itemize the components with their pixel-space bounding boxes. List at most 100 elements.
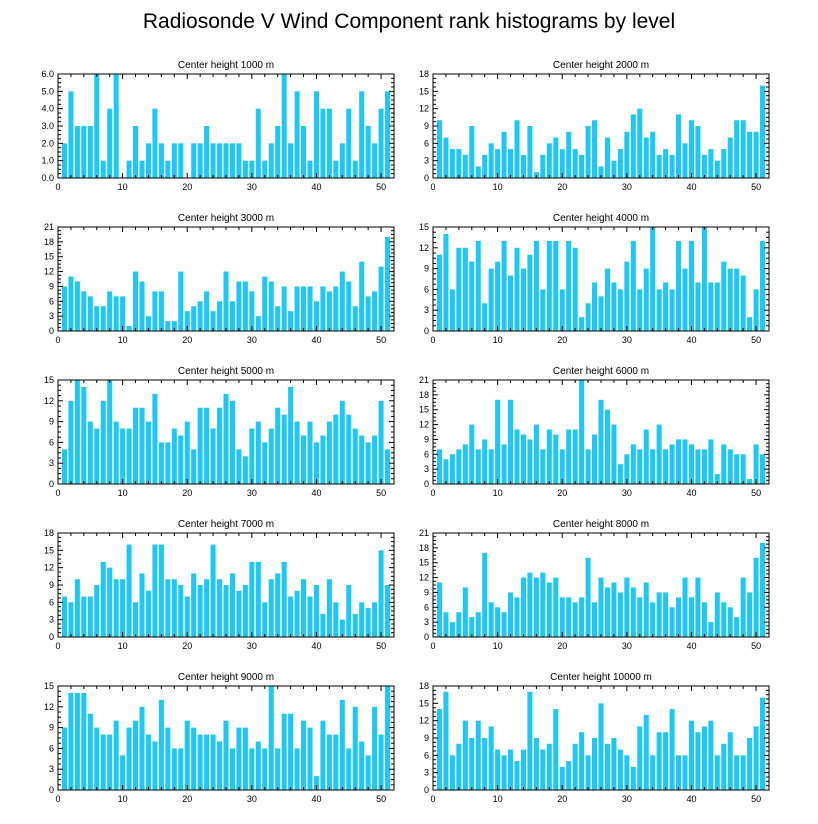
bar [714,160,720,178]
bar [126,326,132,331]
x-tick-label: 20 [182,794,192,804]
bar [475,720,481,790]
bar [695,282,701,331]
bar [307,727,313,790]
bar [566,597,572,637]
bar [385,686,391,790]
bar [113,421,119,484]
bar [669,289,675,331]
bar [617,289,623,331]
bar [346,414,352,484]
bar [572,743,578,790]
bar [462,247,468,331]
bar [113,720,119,790]
bar [165,160,171,178]
bar [676,439,682,484]
bar [540,154,546,178]
y-tick-label: 6 [424,602,429,612]
bar [191,449,197,484]
bar [268,281,274,331]
bar [320,286,326,331]
x-tick-label: 40 [311,641,321,651]
y-tick-label: 18 [419,681,429,691]
bar [598,399,604,484]
y-tick-label: 6 [424,138,429,148]
bar [760,542,766,637]
bar [242,456,248,484]
bar [236,281,242,331]
bar [546,429,552,484]
y-tick-label: 18 [419,69,429,79]
bar [663,732,669,790]
x-tick-label: 40 [686,794,696,804]
bar [372,143,378,178]
bar [191,727,197,790]
bar [139,573,145,637]
x-tick-label: 20 [557,641,567,651]
bar [495,749,501,790]
y-tick-label: 6 [424,284,429,294]
bar [630,114,636,178]
bar [598,296,604,331]
bar [727,732,733,790]
bar [598,703,604,790]
y-tick-label: 9 [424,733,429,743]
bar [449,289,455,331]
bar [688,444,694,484]
bar [617,749,623,790]
bar [100,160,106,178]
bar [242,727,248,790]
bar [617,464,623,484]
bar [436,449,442,484]
bar [158,143,164,178]
y-tick-label: 0 [424,479,429,489]
bar [727,607,733,637]
x-tick-label: 30 [247,182,257,192]
bar [100,561,106,637]
bar [158,442,164,484]
bar [242,160,248,178]
y-tick-label: 6 [49,437,54,447]
bar [94,306,100,331]
bar [553,434,559,484]
bar [688,597,694,637]
bar [546,743,552,790]
bar [333,414,339,484]
bar [223,271,229,331]
bar [495,399,501,484]
bar [255,561,261,637]
bar [527,254,533,331]
bar [191,143,197,178]
bar [682,268,688,331]
bar [288,713,294,790]
y-tick-label: 5.0 [41,86,54,96]
y-tick-label: 9 [424,434,429,444]
y-tick-label: 3 [424,617,429,627]
x-tick-label: 20 [182,335,192,345]
bar [701,154,707,178]
x-tick-label: 10 [493,335,503,345]
bar [747,592,753,637]
bar [313,776,319,790]
bar [275,573,281,637]
bar [262,442,268,484]
bar [268,686,274,790]
bar [566,761,572,790]
bar [372,291,378,331]
y-tick-label: 15 [419,558,429,568]
bar [604,743,610,790]
y-tick-label: 4.0 [41,104,54,114]
y-tick-label: 3 [49,311,54,321]
bar [346,748,352,790]
x-tick-label: 30 [622,641,632,651]
bar [210,311,216,331]
bar [120,755,126,790]
bar [760,697,766,790]
bar [482,738,488,790]
bar [281,74,287,178]
bar [81,386,87,484]
bar [372,602,378,637]
bar [165,442,171,484]
bar [443,233,449,331]
